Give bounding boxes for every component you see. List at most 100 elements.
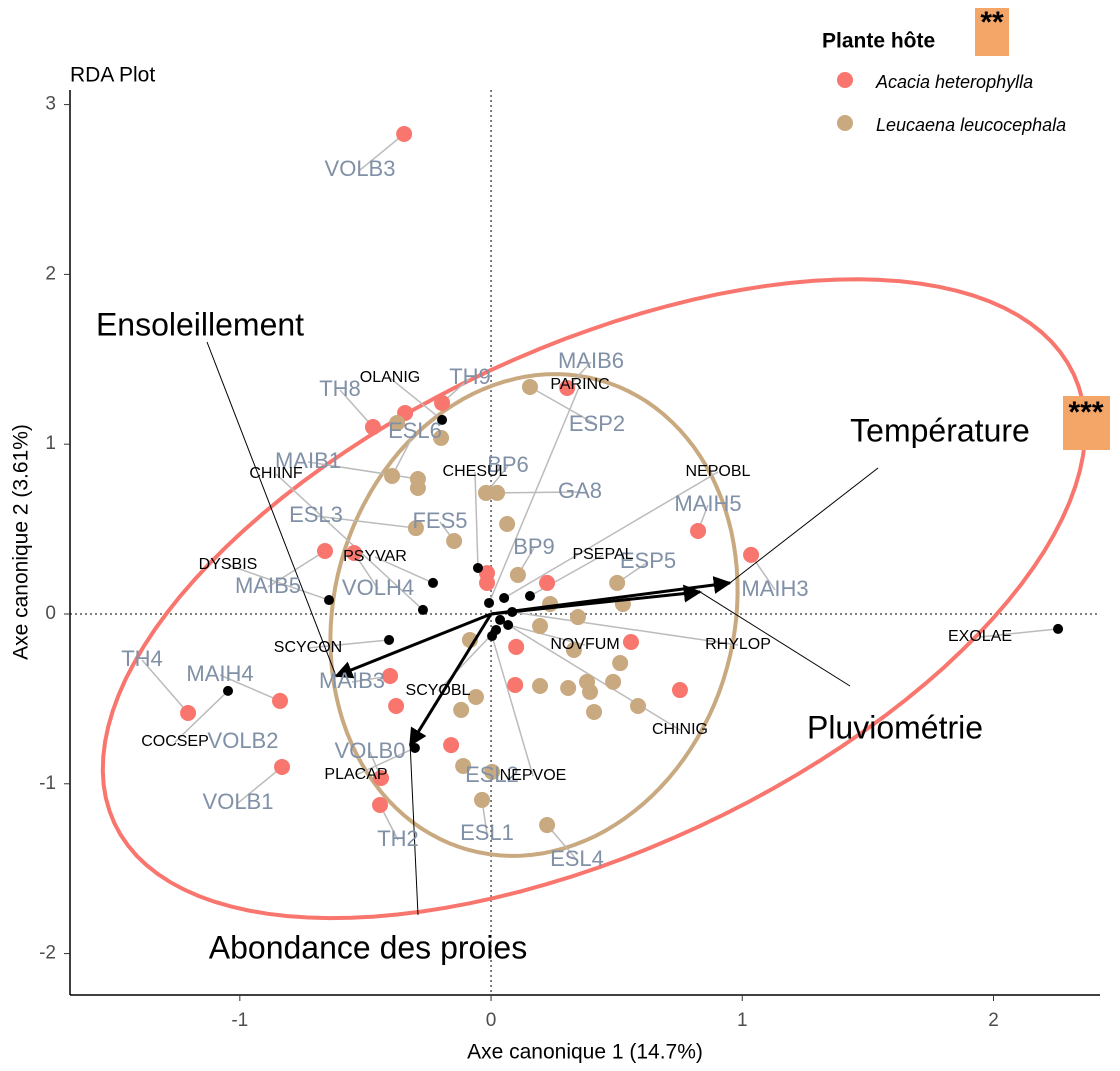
leader-line: [507, 624, 586, 646]
site-label: MAIB1: [275, 448, 341, 473]
site-point: [274, 758, 291, 775]
confidence-ellipse: [100, 277, 1088, 921]
species-point: [495, 614, 506, 625]
site-point: [532, 618, 549, 635]
species-label: NOVFUM: [550, 636, 619, 653]
species-point: [484, 597, 495, 608]
site-point: [690, 522, 707, 539]
species-point: [384, 634, 395, 645]
site-point: [433, 429, 450, 446]
x-tick-label: 2: [988, 1010, 999, 1031]
site-point: [478, 484, 495, 501]
leader-line: [237, 766, 283, 804]
site-point: [372, 797, 389, 814]
env-arrow: [490, 584, 702, 616]
species-label: DYSBIS: [199, 556, 258, 573]
site-point: [364, 419, 381, 436]
site-point: [474, 791, 490, 808]
site-point: [609, 574, 626, 591]
env-arrow: [334, 612, 492, 679]
site-point: [560, 680, 577, 697]
site-label: TH4: [121, 646, 163, 671]
site-point: [499, 515, 516, 532]
species-label: PARINC: [550, 376, 609, 393]
site-point: [507, 676, 524, 693]
site-point: [346, 545, 363, 562]
site-point: [455, 757, 472, 774]
species-label: PSEPAL: [572, 546, 633, 563]
site-point: [407, 520, 424, 537]
site-point: [467, 689, 484, 706]
site-point: [509, 566, 526, 583]
x-tick-label: -1: [231, 1010, 248, 1031]
species-point: [524, 590, 535, 601]
site-label: ESP5: [620, 548, 676, 573]
site-label: VOLH4: [342, 575, 414, 600]
site-label: VOLB0: [335, 738, 406, 763]
site-point: [434, 394, 451, 411]
y-tick-label: 1: [45, 433, 56, 454]
species-label: CHIINF: [249, 465, 303, 482]
site-point: [382, 667, 399, 684]
site-label: ESL3: [289, 502, 343, 527]
species-label: NEPVOE: [500, 767, 567, 784]
site-label: ESL6: [388, 418, 442, 443]
site-point: [630, 698, 647, 715]
leader-line: [174, 690, 229, 743]
x-tick-label: 1: [737, 1010, 748, 1031]
site-point: [521, 378, 538, 395]
y-axis-title: Axe canonique 2 (3.61%): [10, 424, 33, 660]
site-label: VOLB3: [325, 156, 396, 181]
leader-line: [227, 564, 330, 601]
legend-label: Leucaena leucocephala: [876, 115, 1066, 135]
leader-line: [359, 133, 405, 171]
env-label: Température: [850, 412, 1030, 448]
site-label: GA8: [558, 478, 602, 503]
species-label: RHYLOP: [705, 636, 771, 653]
label-connector: [409, 745, 419, 916]
leader-line: [275, 473, 424, 611]
site-point: [373, 770, 390, 787]
species-label: OLANIG: [360, 369, 420, 386]
site-point: [484, 763, 501, 780]
site-point: [180, 704, 197, 721]
leader-line: [391, 431, 416, 477]
leader-line: [512, 611, 739, 646]
site-point: [479, 574, 496, 591]
species-label: PSYVAR: [343, 548, 407, 565]
site-point: [671, 682, 688, 699]
species-label: SCYOBL: [406, 682, 471, 699]
site-point: [446, 532, 463, 549]
x-tick-label: 0: [486, 1010, 497, 1031]
y-tick-label: 0: [45, 603, 56, 624]
y-tick-label: -2: [39, 943, 56, 964]
legend-swatch: [837, 115, 853, 131]
leader-line: [979, 628, 1059, 638]
species-point: [499, 593, 510, 604]
leader-line: [307, 639, 390, 649]
site-point: [612, 655, 629, 672]
species-point: [417, 604, 428, 615]
site-label: VOLB2: [208, 728, 279, 753]
label-connector: [206, 341, 337, 677]
legend-annotation: **: [980, 6, 1004, 39]
label-connector: [699, 591, 851, 687]
site-label: ESL4: [550, 846, 604, 871]
site-label: ESL2: [465, 762, 519, 787]
species-label: NEPOBL: [686, 463, 751, 480]
leader-line: [355, 747, 416, 776]
leader-line: [219, 674, 281, 702]
site-point: [539, 574, 556, 591]
annotation-box: [1063, 396, 1110, 450]
site-point: [316, 542, 333, 559]
y-tick-label: 2: [45, 263, 56, 284]
leader-line: [374, 556, 434, 584]
y-tick-label: 3: [45, 94, 56, 115]
site-label: FES5: [412, 508, 467, 533]
site-point: [605, 673, 622, 690]
y-tick-label: -1: [39, 773, 56, 794]
species-label: COCSEP: [141, 733, 209, 750]
site-label: BP9: [513, 534, 555, 559]
site-point: [453, 701, 470, 718]
site-point: [743, 546, 760, 563]
